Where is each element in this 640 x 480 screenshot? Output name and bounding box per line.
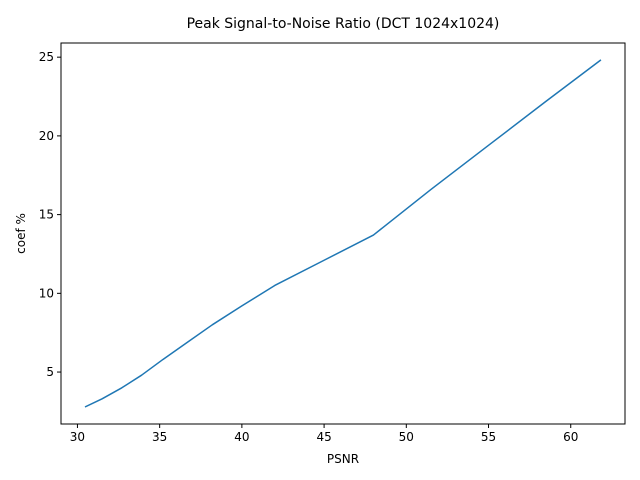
series-line-0: [84, 59, 602, 408]
y-tick-label: 10: [39, 286, 54, 300]
x-tick-label: 60: [563, 430, 578, 444]
x-tick-label: 50: [399, 430, 414, 444]
series-layer: [84, 59, 602, 408]
x-tick-label: 55: [481, 430, 496, 444]
y-tick-label: 5: [46, 365, 54, 379]
plot-area: [61, 43, 625, 424]
y-axis-label: coef %: [14, 213, 28, 254]
y-tick-label: 25: [39, 50, 54, 64]
x-axis-ticks: 30 35 40 45 50 55 60: [70, 424, 578, 444]
x-tick-label: 40: [234, 430, 249, 444]
chart-title: Peak Signal-to-Noise Ratio (DCT 1024x102…: [187, 16, 500, 32]
y-tick-label: 20: [39, 129, 54, 143]
y-tick-label: 15: [39, 208, 54, 222]
x-tick-label: 35: [152, 430, 167, 444]
x-axis-label: PSNR: [327, 452, 359, 466]
plot-frame: [60, 42, 626, 425]
y-axis-ticks: 5 10 15 20 25: [39, 50, 61, 379]
x-tick-label: 30: [70, 430, 85, 444]
x-tick-label: 45: [316, 430, 331, 444]
